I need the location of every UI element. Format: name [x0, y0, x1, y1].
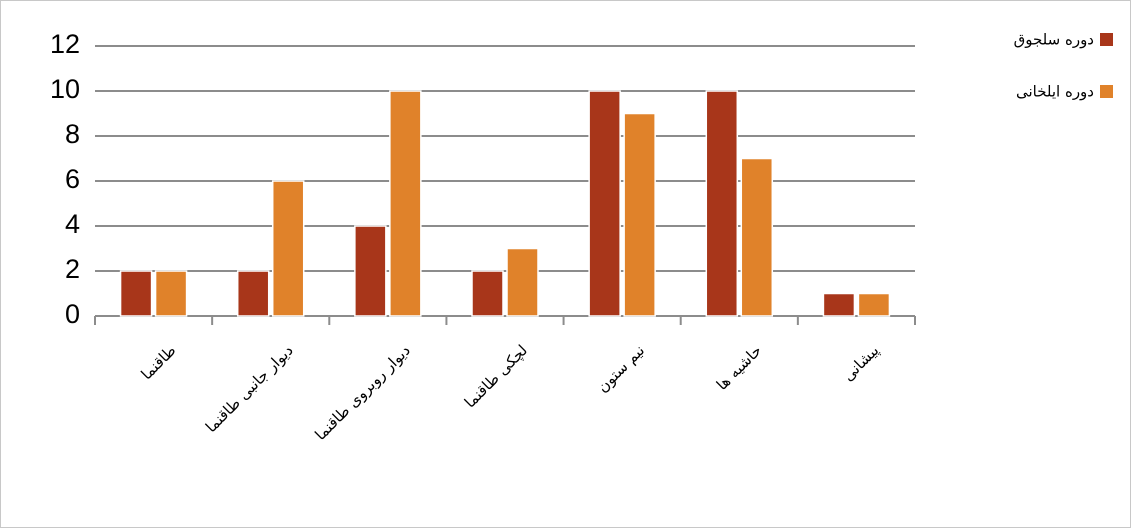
bar — [271, 180, 305, 317]
bar — [705, 90, 739, 317]
bar — [506, 247, 539, 317]
y-tick-label: 8 — [65, 119, 80, 149]
bar — [471, 270, 504, 317]
legend-label: دوره ایلخانی — [1016, 83, 1094, 101]
y-tick-label: 0 — [65, 299, 80, 329]
bar — [623, 112, 656, 317]
bar — [389, 90, 422, 317]
bar — [154, 270, 188, 317]
y-tick-label: 10 — [50, 74, 80, 104]
y-tick-label: 4 — [65, 209, 80, 239]
bar — [857, 292, 891, 317]
legend-swatch — [1100, 33, 1113, 46]
bar — [740, 157, 774, 317]
bar — [119, 270, 153, 317]
bar — [236, 270, 270, 317]
y-tick-label: 6 — [65, 164, 80, 194]
bar — [354, 225, 387, 317]
legend-swatch — [1100, 85, 1113, 98]
bar — [822, 292, 856, 317]
bar — [588, 90, 621, 317]
y-tick-label: 12 — [50, 29, 80, 59]
legend-label: دوره سلجوق — [1014, 31, 1094, 49]
y-tick-label: 2 — [65, 254, 80, 284]
